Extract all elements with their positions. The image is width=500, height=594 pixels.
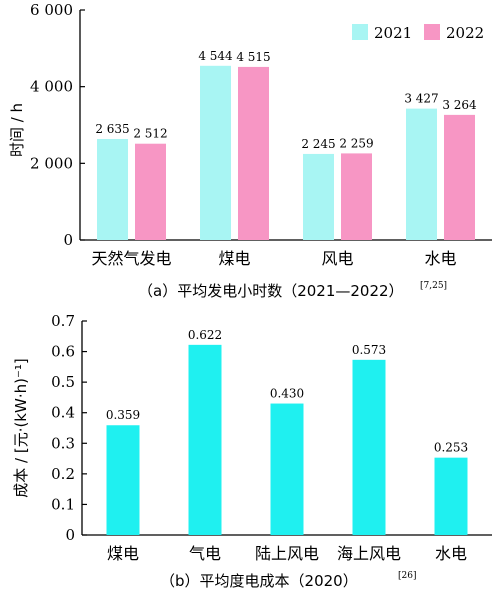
bar — [188, 344, 222, 535]
category-label: 海上风电 — [337, 544, 401, 563]
chart-a-y-ticks: 0 2 000 4 000 6 000 — [30, 1, 85, 249]
legend-swatch — [352, 24, 368, 40]
category-label: 水电 — [435, 544, 467, 563]
bar — [444, 114, 475, 240]
y-tick-label: 0.6 — [51, 343, 75, 361]
chart-b-data-labels: 0.359 0.622 0.430 0.573 0.253 — [106, 328, 468, 455]
data-label: 4 544 — [198, 49, 233, 63]
legend-label: 2021 — [374, 24, 412, 42]
y-tick-label: 0.2 — [51, 465, 75, 483]
data-label: 2 512 — [133, 127, 167, 141]
bar — [406, 108, 437, 240]
chart-a-data-labels: 2 635 2 512 4 544 4 515 2 245 2 259 3 427 3 264 — [95, 49, 477, 151]
y-tick-label: 0.5 — [51, 373, 75, 391]
bar — [352, 359, 386, 535]
bar — [106, 425, 140, 535]
legend-label: 2022 — [446, 24, 484, 42]
chart-b: 00.10.20.30.40.50.60.7 0.3590.6220.4300.… — [12, 312, 492, 590]
data-label: 2 635 — [95, 122, 129, 136]
bar — [238, 66, 269, 240]
chart-b-y-axis-title: 成本 / [元·(kW·h)⁻¹] — [12, 358, 30, 498]
data-label: 3 427 — [404, 92, 438, 106]
category-label: 风电 — [321, 249, 353, 268]
chart-b-bars — [106, 344, 468, 535]
legend-swatch — [424, 24, 440, 40]
data-label: 2 245 — [301, 137, 335, 151]
chart-a-legend: 2021 2022 — [352, 24, 484, 42]
chart-a-y-axis-title: 时间 / h — [8, 103, 26, 157]
data-label: 2 259 — [339, 136, 373, 150]
bar — [341, 153, 372, 240]
category-label: 水电 — [424, 249, 456, 268]
category-label: 天然气发电 — [91, 249, 171, 268]
data-label: 0.622 — [188, 328, 222, 342]
bar — [434, 457, 468, 535]
data-label: 0.430 — [270, 387, 304, 401]
bar — [135, 143, 166, 240]
data-label: 0.359 — [106, 408, 140, 422]
y-tick-label: 0.7 — [51, 312, 75, 330]
chart-b-caption-reference: [26] — [398, 571, 416, 581]
chart-a-caption: （a）平均发电小时数（2021—2022） — [138, 282, 404, 300]
data-label: 3 264 — [442, 98, 477, 112]
y-tick-label: 0 — [65, 526, 75, 544]
chart-b-caption: （b）平均度电成本（2020） — [160, 572, 358, 590]
bar — [270, 403, 304, 535]
y-tick-label: 0 — [63, 231, 73, 249]
bar — [97, 138, 128, 240]
bar — [200, 65, 231, 241]
y-tick-label: 6 000 — [30, 1, 73, 19]
data-label: 0.573 — [352, 343, 386, 357]
chart-a-caption-reference: [7,25] — [420, 281, 447, 291]
y-tick-label: 0.1 — [51, 495, 75, 513]
category-label: 煤电 — [107, 544, 139, 563]
y-tick-label: 2 000 — [30, 154, 73, 172]
bar — [303, 153, 334, 240]
data-label: 4 515 — [236, 50, 270, 64]
y-tick-label: 0.4 — [51, 404, 75, 422]
y-tick-label: 0.3 — [51, 434, 75, 452]
chart-a: 0 2 000 4 000 6 000 2 635 2 512 4 544 4 515 2 2… — [8, 1, 492, 300]
chart-b-category-labels: 煤电 气电 陆上风电 海上风电 水电 — [107, 544, 467, 563]
y-tick-label: 4 000 — [30, 78, 73, 96]
data-label: 0.253 — [434, 441, 468, 455]
chart-b-y-ticks: 0 0.1 0.2 0.3 0.4 0.5 0.6 0.7 — [51, 312, 87, 544]
category-label: 气电 — [189, 544, 221, 563]
chart-a-bars — [97, 65, 475, 241]
category-label: 陆上风电 — [255, 544, 319, 563]
chart-a-category-labels: 天然气发电 煤电 风电 水电 — [91, 249, 456, 268]
category-label: 煤电 — [218, 249, 250, 268]
